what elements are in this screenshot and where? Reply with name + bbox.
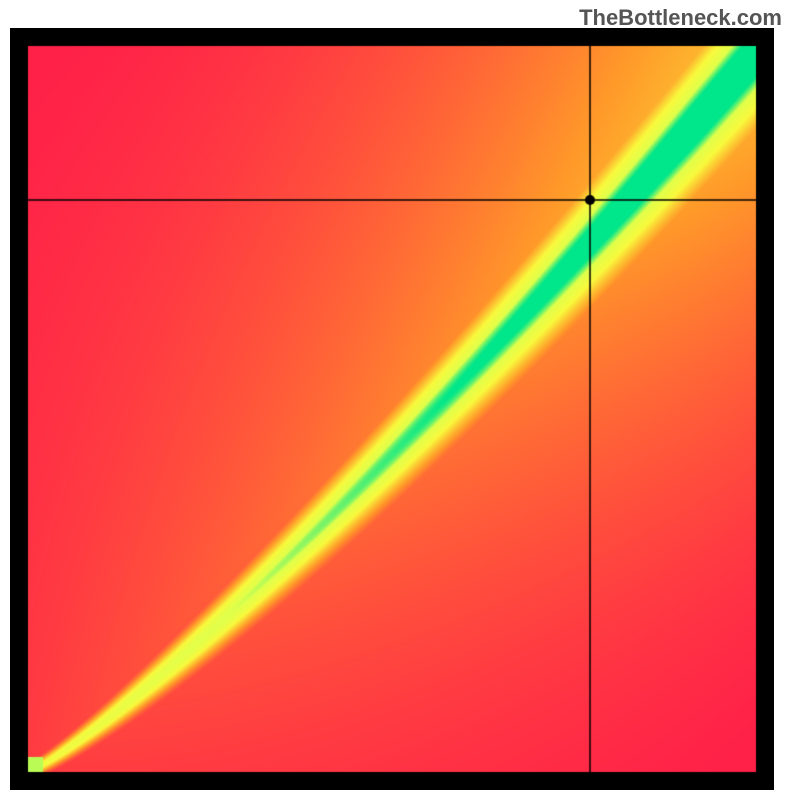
bottleneck-heatmap [10,28,774,790]
header: TheBottleneck.com [0,0,800,28]
heatmap-canvas [10,28,774,790]
watermark-text: TheBottleneck.com [579,5,782,30]
